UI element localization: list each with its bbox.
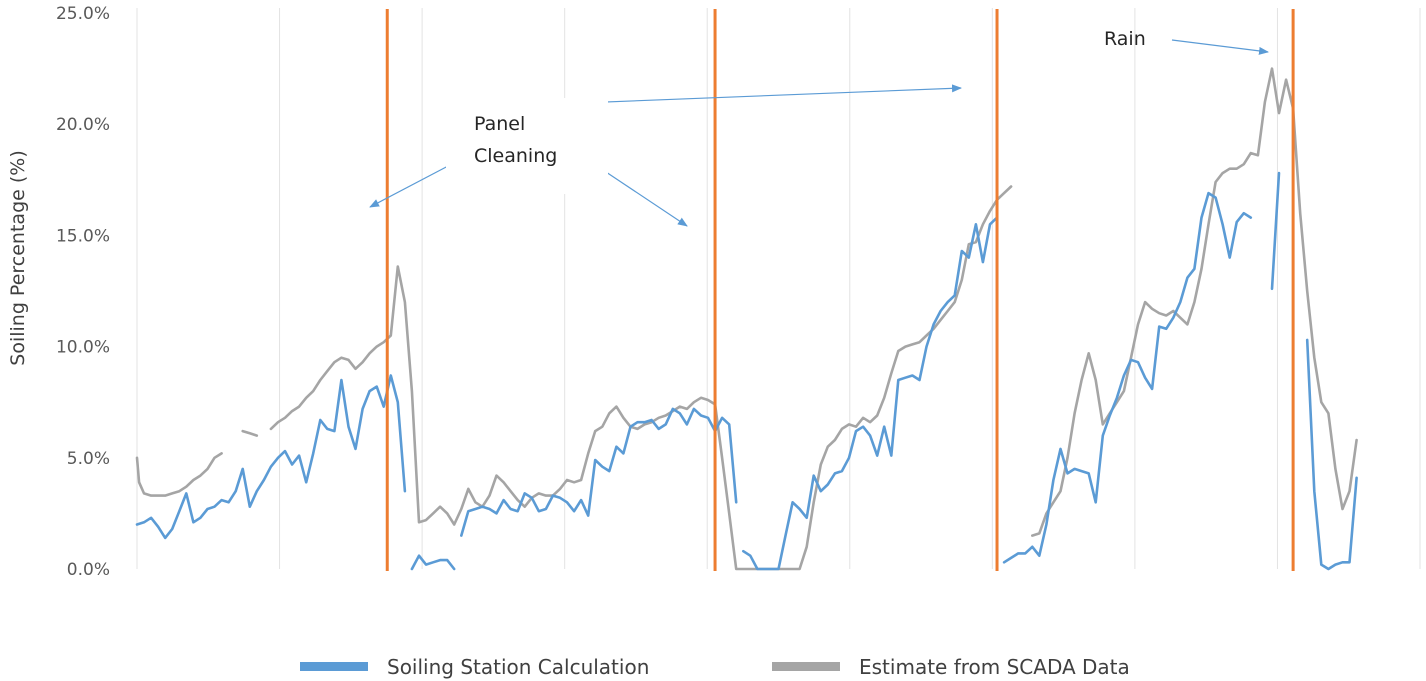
legend: Soiling Station Calculation Estimate fro… [300, 655, 1130, 679]
legend-label-station: Soiling Station Calculation [387, 655, 649, 679]
annotation-arrow [579, 84, 962, 104]
y-axis-tick-labels: 0.0% 5.0% 10.0% 15.0% 20.0% 25.0% [56, 4, 110, 580]
y-tick-label: 0.0% [67, 560, 110, 580]
annotation-label-line2: Cleaning [474, 145, 557, 167]
annotation-box [446, 98, 608, 194]
series-lines [135, 67, 1358, 571]
legend-swatch-scada [772, 662, 840, 671]
y-tick-label: 10.0% [56, 338, 110, 358]
y-axis-title: Soiling Percentage (%) [7, 150, 29, 365]
y-tick-label: 5.0% [67, 449, 110, 469]
y-tick-label: 15.0% [56, 226, 110, 246]
series-line-scada [135, 67, 1358, 571]
annotation-arrow [369, 164, 451, 208]
annotation-label-rain: Rain [1104, 28, 1146, 50]
annotation-rain: Rain [1104, 28, 1269, 55]
annotation-label-line1: Panel [474, 113, 525, 135]
legend-swatch-station [300, 662, 368, 671]
vertical-gridlines [136, 8, 1421, 569]
series-line-station [135, 171, 1358, 571]
annotation-arrow [1171, 39, 1269, 55]
legend-label-scada: Estimate from SCADA Data [859, 655, 1130, 679]
cleaning-event-lines [385, 9, 1295, 571]
y-tick-label: 25.0% [56, 4, 110, 24]
annotation-arrow [605, 171, 688, 227]
annotation-panel-cleaning: Panel Cleaning [369, 84, 962, 227]
y-tick-label: 20.0% [56, 115, 110, 135]
